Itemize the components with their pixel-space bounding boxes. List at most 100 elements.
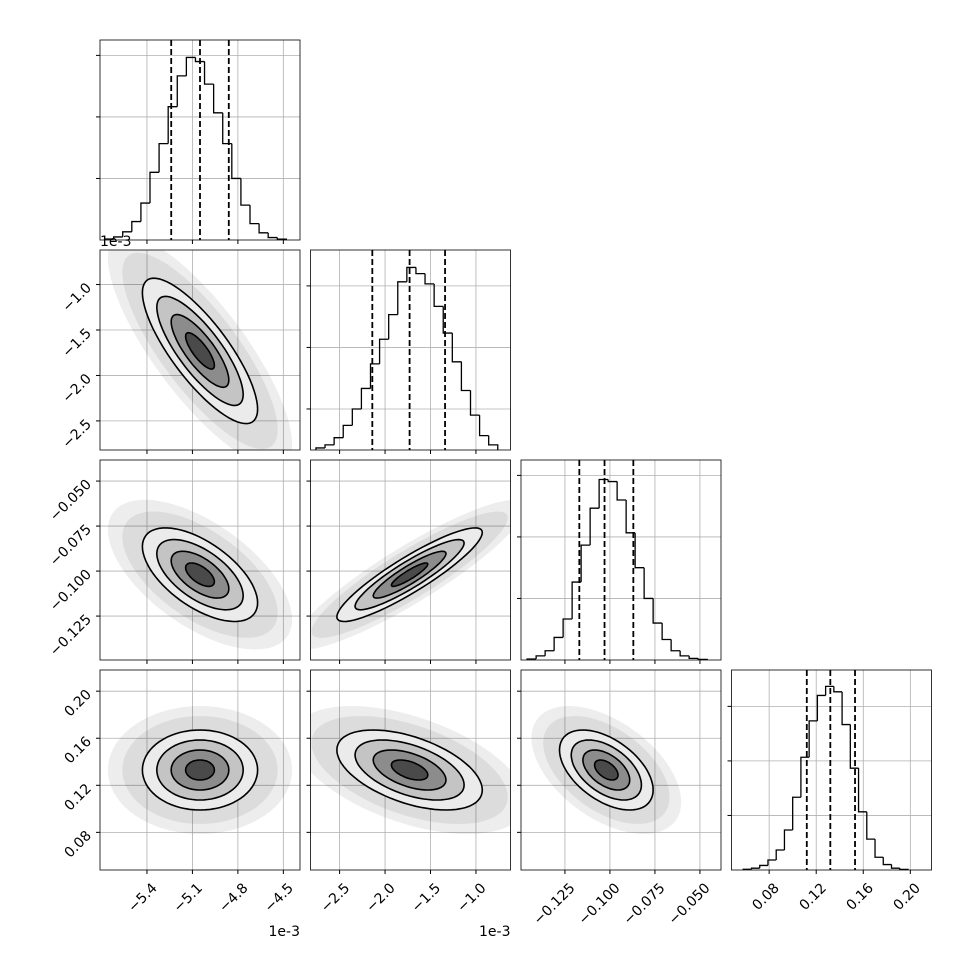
x-tick-label: −0.075 [621,880,669,928]
y-tick-label: −1.5 [59,326,94,361]
histogram-step [460,361,471,392]
panel-frame [99,669,301,871]
panel [521,670,721,870]
histogram-step [324,444,335,448]
x-tick-label: −0.125 [531,880,579,928]
histogram-step [388,313,398,340]
y-tick-label: 0.08 [61,828,94,861]
panel-frame [520,459,722,661]
x-tick-label: −2.5 [318,880,353,915]
panel [310,460,511,660]
x-tick-label: −0.050 [666,880,714,928]
histogram-step [267,232,278,239]
x-tick-label: 0.16 [844,880,877,913]
histogram-step [122,231,132,237]
histogram-step [231,143,241,180]
histogram-step [841,691,851,726]
histogram-step [351,408,362,426]
histogram-step [158,142,169,173]
panel [731,670,932,870]
histogram-step [816,694,826,721]
y-tick-label: −0.050 [47,477,95,525]
histogram-step [333,437,344,445]
histogram-step [874,839,884,858]
histogram-step [194,57,205,63]
x-tick-label: 0.08 [749,880,782,913]
panel-frame [99,459,301,661]
y-tick-label: 0.12 [61,781,94,814]
histogram-step [800,756,810,798]
histogram-step [866,811,876,840]
panel [310,670,511,870]
contour [184,759,216,781]
y-tick-label: −1.0 [59,280,94,315]
panel-frame [310,669,511,871]
histogram-step [792,796,801,830]
contour [184,562,216,588]
histogram-step [824,685,834,696]
histogram-step [315,447,326,450]
contour [390,759,429,781]
panel [100,460,300,660]
histogram-step [688,655,699,660]
histogram-step [553,636,564,651]
panel-frame [731,669,932,871]
panel-frame [520,669,722,871]
histogram-step [112,236,123,239]
histogram-step [661,623,672,641]
histogram-step [562,618,573,638]
contour [390,562,429,588]
y-tick-label: −2.0 [59,371,94,406]
histogram-step [249,205,260,225]
histogram-step [478,415,489,437]
histogram-step [442,306,453,334]
histogram-step [415,267,426,275]
histogram-step [397,281,407,315]
y-tick-label: −2.5 [59,416,94,451]
histogram-step [634,532,645,569]
histogram-step [882,857,892,866]
histogram-step [833,686,843,693]
x-tick-label: 0.12 [796,880,829,913]
x-tick-label: −4.8 [216,880,251,915]
histogram-step [342,424,353,438]
histogram-step [149,171,160,204]
histogram-step [424,273,435,285]
x-tick-label: −5.1 [171,880,206,915]
histogram-step [890,864,900,869]
x-tick-label: −1.5 [409,880,444,915]
histogram-step [759,864,768,869]
histogram-step [808,720,818,758]
histogram-step [598,478,609,509]
panel-frame [99,39,301,241]
histogram-step [406,266,416,282]
histogram-step [131,220,141,232]
x-offset-label: 1e-3 [479,924,510,940]
histogram-step [240,178,250,206]
panel-frame [99,249,301,451]
contour [593,759,619,781]
x-tick-label: −0.100 [576,880,624,928]
panel [310,250,511,450]
histogram-step [652,598,663,624]
y-tick-label: 0.16 [61,734,94,767]
histogram-step [783,829,793,850]
histogram-step [775,849,785,860]
y-tick-label: −0.125 [47,612,95,660]
x-tick-label: −4.5 [262,880,297,915]
histogram-step [203,61,214,85]
histogram-step [857,768,867,813]
x-tick-label: −2.0 [363,880,398,915]
panel [100,250,300,450]
panel [100,670,300,870]
y-offset-label: 1e-3 [100,234,131,250]
histogram-step [369,363,380,389]
histogram-step [185,56,196,76]
panel-frame [310,249,511,451]
histogram-step [643,567,654,600]
x-offset-label: 1e-3 [269,924,300,940]
histogram-step [580,544,591,583]
histogram-step [222,112,232,145]
contour [184,331,216,370]
